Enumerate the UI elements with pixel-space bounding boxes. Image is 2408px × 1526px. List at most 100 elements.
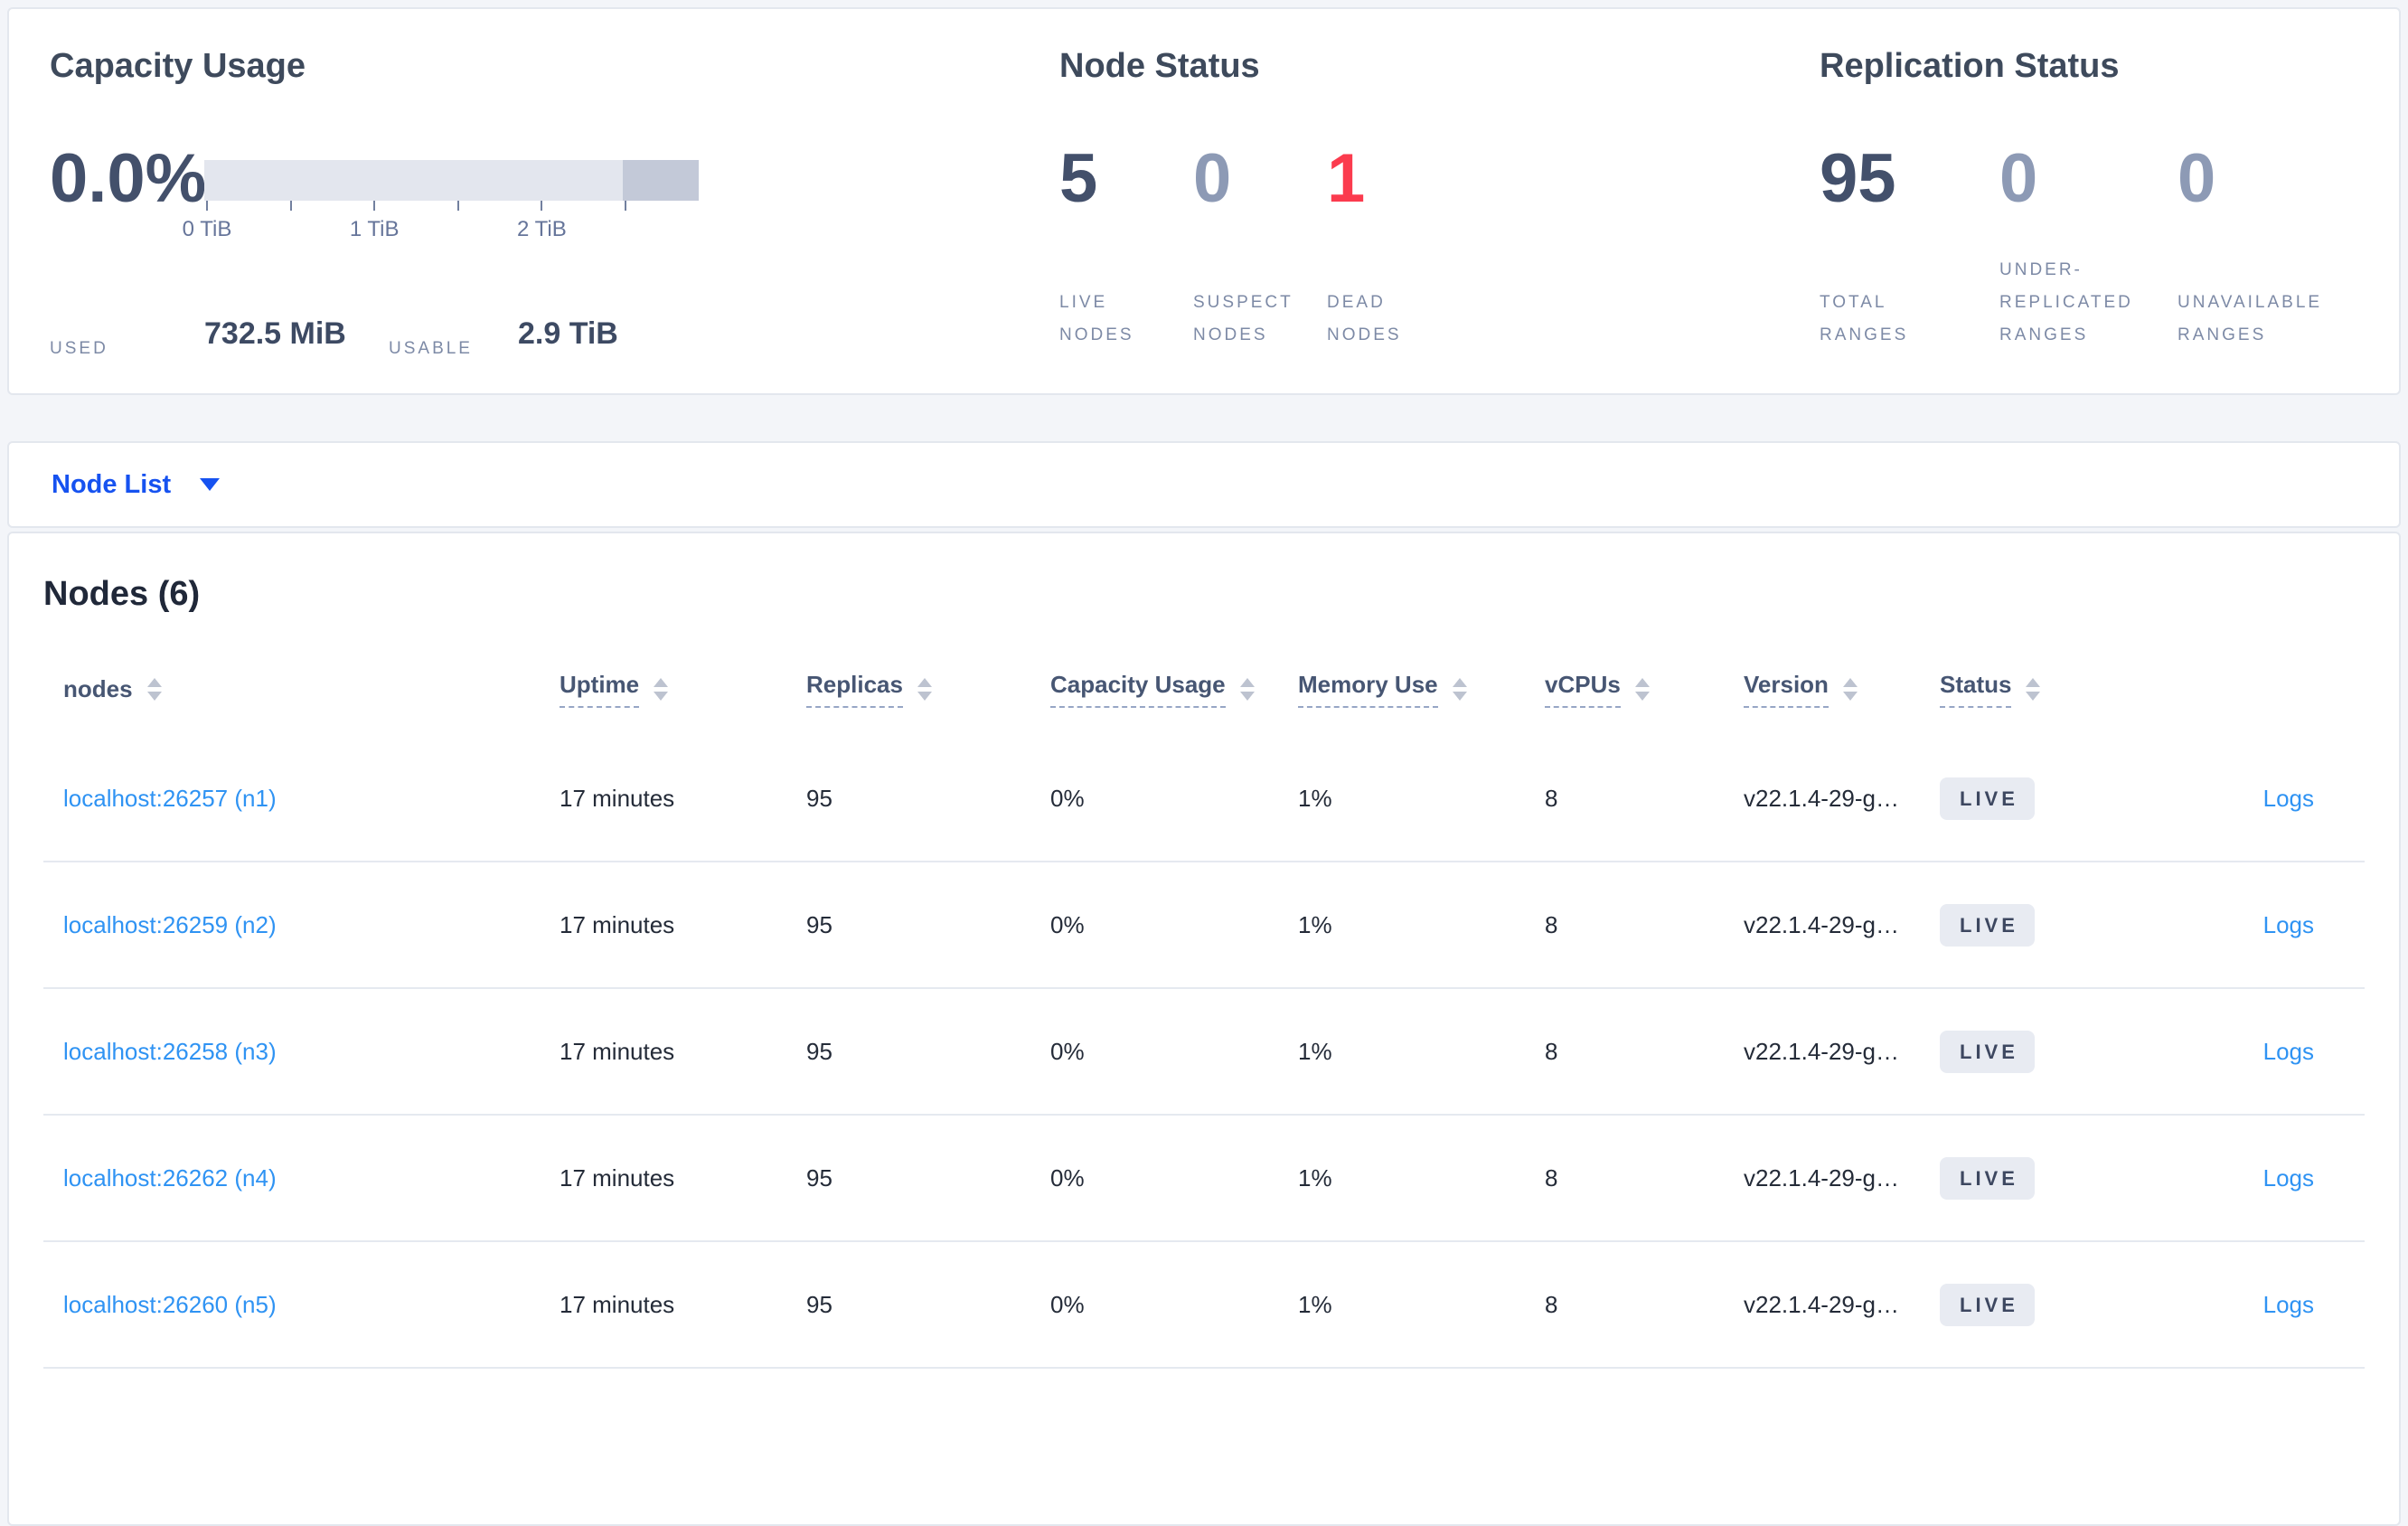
status-cell: LIVE	[1940, 1156, 2166, 1200]
metric-label: UNAVAILABLE RANGES	[2178, 287, 2322, 352]
version-cell: v22.1.4-29-g…	[1744, 784, 1899, 812]
metric-label-line: RANGES	[2178, 325, 2267, 344]
version-cell: v22.1.4-29-g…	[1744, 1163, 1899, 1192]
replicas-cell: 95	[806, 910, 832, 938]
vcpus-cell: 8	[1545, 910, 1558, 938]
node-address-link[interactable]: localhost:26262 (n4)	[63, 1163, 277, 1192]
logs-link[interactable]: Logs	[2262, 910, 2314, 938]
memory-use-cell: 1%	[1298, 1290, 1332, 1318]
metric-label-line: REPLICATED	[1999, 293, 2133, 312]
metric-label: TOTAL RANGES	[1820, 287, 1908, 352]
metric-label-line: UNAVAILABLE	[2178, 293, 2323, 312]
capacity-axis-tick-label: 1 TiB	[349, 217, 400, 241]
metric-label-line: TOTAL	[1820, 293, 1887, 312]
replicas-cell: 95	[806, 1163, 832, 1192]
status-cell: LIVE	[1940, 1283, 2166, 1326]
vcpus-cell: 8	[1545, 784, 1558, 812]
metric-label: UNDER- REPLICATED RANGES	[1999, 254, 2133, 352]
column-header-label: Uptime	[560, 671, 640, 708]
metric-column: 5 LIVE NODES	[1059, 145, 1186, 393]
column-header-capacity-usage[interactable]: Capacity Usage	[1050, 671, 1298, 708]
nodes-table-body: localhost:26257 (n1) 17 minutes 95 0% 1% 8 v22…	[43, 736, 2365, 1369]
memory-use-cell: 1%	[1298, 784, 1332, 812]
status-badge: LIVE	[1940, 1030, 2035, 1073]
column-header-label: Capacity Usage	[1050, 671, 1226, 708]
logs-link[interactable]: Logs	[2262, 1290, 2314, 1318]
metric-label-line: LIVE	[1059, 293, 1108, 312]
used-label: USED	[50, 339, 108, 358]
chevron-down-icon	[200, 478, 221, 491]
metric-value: 95	[1820, 140, 1896, 217]
metric-label-line: NODES	[1193, 325, 1268, 344]
table-row: localhost:26259 (n2) 17 minutes 95 0% 1% 8 v22…	[43, 862, 2365, 989]
column-header-label: Memory Use	[1298, 671, 1438, 708]
metric-column: 0 SUSPECT NODES	[1193, 145, 1320, 393]
column-header-memory-use[interactable]: Memory Use	[1298, 671, 1545, 708]
node-list-dropdown-label: Node List	[52, 469, 172, 499]
node-address-link[interactable]: localhost:26259 (n2)	[63, 910, 277, 938]
version-cell: v22.1.4-29-g…	[1744, 1037, 1899, 1065]
capacity-axis-tick	[456, 201, 459, 211]
uptime-cell: 17 minutes	[560, 1163, 675, 1192]
used-value: 732.5 MiB	[204, 316, 346, 351]
sort-icon	[146, 677, 162, 701]
capacity-usage-cell: 0%	[1050, 1163, 1085, 1192]
metric-column: 95 TOTAL RANGES	[1820, 145, 1997, 393]
metric-column: 0 UNAVAILABLE RANGES	[2178, 145, 2355, 393]
version-cell: v22.1.4-29-g…	[1744, 910, 1899, 938]
sort-icon	[654, 677, 669, 701]
logs-link[interactable]: Logs	[2262, 784, 2314, 812]
view-selector-bar: Node List	[7, 441, 2401, 528]
status-badge: LIVE	[1940, 777, 2035, 820]
replicas-cell: 95	[806, 1037, 832, 1065]
capacity-axis-tick-label: 0 TiB	[182, 217, 232, 241]
node-status-title: Node Status	[1059, 47, 1260, 85]
column-header-status[interactable]: Status	[1940, 671, 2166, 708]
metric-label: SUSPECT NODES	[1193, 287, 1293, 352]
status-badge: LIVE	[1940, 903, 2035, 947]
capacity-usage-cell: 0%	[1050, 1037, 1085, 1065]
nodes-panel: Nodes (6) nodes Uptime Replicas Capacity Us…	[7, 532, 2401, 1526]
table-row: localhost:26257 (n1) 17 minutes 95 0% 1% 8 v22…	[43, 736, 2365, 862]
capacity-axis-tick	[541, 201, 543, 211]
column-header-version[interactable]: Version	[1744, 671, 1940, 708]
column-header-vcpus[interactable]: vCPUs	[1545, 671, 1744, 708]
logs-link[interactable]: Logs	[2262, 1037, 2314, 1065]
node-list-dropdown[interactable]: Node List	[52, 469, 221, 500]
nodes-table-header-row: nodes Uptime Replicas Capacity Usage Memory …	[43, 662, 2365, 716]
metric-column: 1 DEAD NODES	[1327, 145, 1453, 393]
capacity-axis-tick	[625, 201, 626, 211]
node-address-link[interactable]: localhost:26257 (n1)	[63, 784, 277, 812]
version-cell: v22.1.4-29-g…	[1744, 1290, 1899, 1318]
usable-label: USABLE	[389, 339, 473, 358]
memory-use-cell: 1%	[1298, 910, 1332, 938]
table-row: localhost:26258 (n3) 17 minutes 95 0% 1% 8 v22…	[43, 989, 2365, 1116]
logs-link[interactable]: Logs	[2262, 1163, 2314, 1192]
column-header-label: Status	[1940, 671, 2012, 708]
replication-status-title: Replication Status	[1820, 47, 2120, 85]
metric-value: 0	[2178, 140, 2216, 217]
column-header-uptime[interactable]: Uptime	[560, 671, 806, 708]
metric-label-line: UNDER-	[1999, 260, 2083, 279]
column-header-label: Replicas	[806, 671, 903, 708]
sort-icon	[1239, 677, 1255, 701]
sort-icon	[1634, 677, 1650, 701]
capacity-bar-reserved-segment	[622, 160, 699, 201]
column-header-replicas[interactable]: Replicas	[806, 671, 1050, 708]
column-header-nodes[interactable]: nodes	[63, 675, 560, 703]
metric-label-line: DEAD	[1327, 293, 1386, 312]
metric-label: DEAD NODES	[1327, 287, 1402, 352]
metric-label: LIVE NODES	[1059, 287, 1134, 352]
node-address-link[interactable]: localhost:26258 (n3)	[63, 1037, 277, 1065]
column-header-label: vCPUs	[1545, 671, 1621, 708]
cluster-summary-panel: Capacity Usage 0.0% 0 TiB 1 TiB 2 TiB USED…	[7, 7, 2401, 395]
status-cell: LIVE	[1940, 903, 2166, 947]
metric-label-line: RANGES	[1999, 325, 2089, 344]
node-address-link[interactable]: localhost:26260 (n5)	[63, 1290, 277, 1318]
status-badge: LIVE	[1940, 1283, 2035, 1326]
metric-label-line: NODES	[1059, 325, 1134, 344]
status-cell: LIVE	[1940, 1030, 2166, 1073]
uptime-cell: 17 minutes	[560, 1290, 675, 1318]
capacity-bar-usable-segment	[204, 160, 623, 201]
metric-column: 0 UNDER- REPLICATED RANGES	[1999, 145, 2177, 393]
